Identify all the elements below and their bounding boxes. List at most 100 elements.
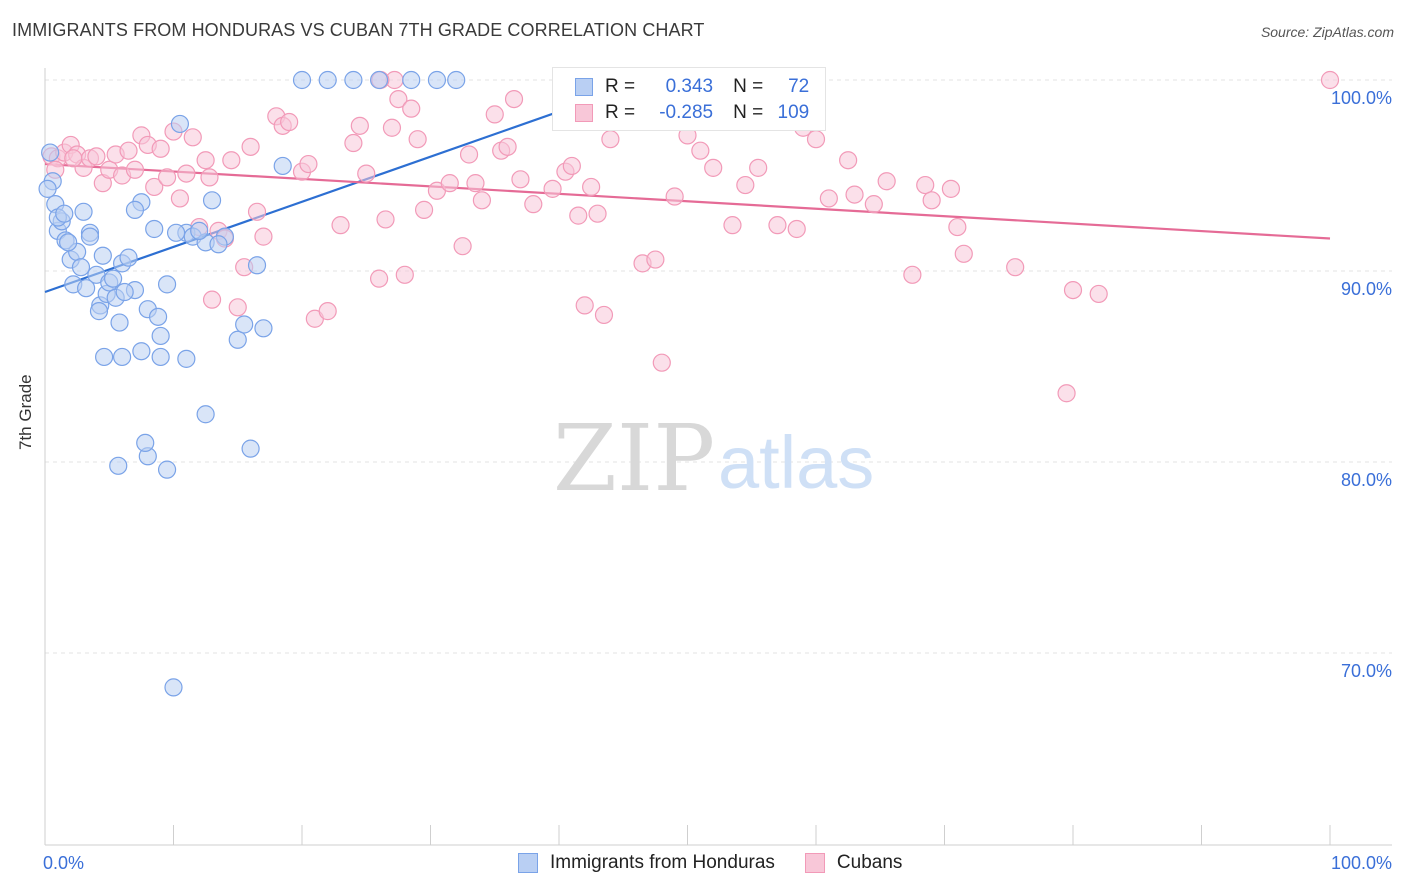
point-honduras — [80, 227, 100, 246]
point-cubans — [247, 202, 267, 221]
legend-n-value: 72 — [788, 76, 810, 97]
point-honduras — [177, 349, 196, 368]
point-cubans — [723, 216, 742, 235]
legend-r-value: 0.343 — [665, 76, 714, 97]
stats-legend: R = 0.343 N = 72 R = -0.285 N = 109 — [552, 67, 826, 131]
tick-labels: 100.0% 90.0% 80.0% 70.0% 0.0% 100.0% — [43, 88, 1392, 873]
point-honduras — [119, 248, 138, 267]
point-cubans — [485, 105, 504, 124]
point-honduras — [89, 302, 109, 321]
point-cubans — [145, 177, 164, 197]
point-cubans — [170, 189, 190, 208]
watermark-zip: ZIP — [553, 405, 715, 512]
chart-source: Source: ZipAtlas.com — [1260, 24, 1394, 40]
x-tick-label: 0.0% — [43, 853, 84, 873]
trend-line-honduras — [44, 78, 650, 294]
point-cubans — [382, 118, 402, 137]
point-cubans — [588, 204, 607, 223]
legend-n-value: 109 — [777, 102, 810, 123]
point-cubans — [916, 175, 935, 195]
point-cubans — [839, 151, 858, 170]
point-cubans — [177, 164, 196, 183]
legend-r-label: R = — [605, 102, 636, 123]
series-legend-cubans[interactable]: Cubans — [804, 852, 902, 874]
point-honduras — [447, 70, 466, 90]
point-cubans — [575, 296, 594, 315]
point-cubans — [562, 156, 581, 176]
point-honduras — [157, 460, 177, 479]
y-axis-label: 7th Grade — [16, 374, 35, 450]
point-cubans — [787, 219, 806, 239]
point-cubans — [646, 250, 665, 269]
series-legend-honduras[interactable]: Immigrants from Honduras — [518, 852, 775, 874]
point-cubans — [331, 216, 350, 235]
point-cubans — [877, 172, 896, 191]
point-cubans — [350, 116, 369, 135]
point-cubans — [665, 187, 684, 206]
legend-swatch-honduras — [575, 78, 593, 96]
point-cubans — [241, 137, 260, 156]
point-cubans — [1063, 281, 1083, 300]
point-cubans — [64, 149, 83, 168]
point-cubans — [819, 189, 838, 208]
point-honduras — [241, 439, 260, 458]
legend-r-value: -0.285 — [659, 102, 714, 123]
point-cubans — [280, 112, 299, 132]
point-honduras — [196, 405, 215, 424]
point-honduras — [104, 269, 123, 288]
legend-row-cubans: R = -0.285 N = 109 — [575, 101, 809, 125]
point-cubans — [151, 139, 170, 158]
point-cubans — [200, 168, 219, 187]
point-honduras — [209, 235, 228, 254]
point-cubans — [395, 265, 414, 284]
point-honduras — [38, 179, 57, 198]
point-cubans — [1320, 70, 1340, 90]
y-tick-label: 80.0% — [1341, 470, 1392, 490]
point-honduras — [202, 191, 222, 210]
point-honduras — [151, 347, 170, 367]
point-cubans — [376, 210, 395, 229]
point-cubans — [157, 168, 177, 187]
point-honduras — [235, 315, 254, 334]
point-cubans — [749, 158, 768, 177]
point-honduras — [402, 70, 421, 90]
point-honduras — [148, 307, 168, 326]
point-honduras — [125, 200, 145, 219]
watermark: ZIP atlas — [553, 405, 874, 512]
watermark-atlas: atlas — [718, 421, 874, 504]
point-cubans — [196, 151, 215, 170]
point-cubans — [453, 237, 472, 256]
point-cubans — [344, 133, 363, 153]
point-cubans — [1089, 284, 1108, 304]
point-cubans — [569, 206, 588, 225]
point-cubans — [806, 130, 826, 149]
point-honduras — [77, 279, 96, 298]
point-cubans — [768, 216, 787, 235]
point-cubans — [389, 89, 408, 109]
point-honduras — [190, 221, 209, 240]
series-legend: Immigrants from Honduras Cubans — [518, 852, 932, 874]
point-honduras — [292, 70, 312, 90]
legend-n-label: N = — [733, 76, 764, 97]
point-cubans — [125, 160, 145, 179]
point-cubans — [582, 177, 601, 197]
point-cubans — [543, 179, 562, 198]
point-honduras — [151, 326, 170, 346]
point-cubans — [472, 191, 491, 210]
point-honduras — [132, 342, 151, 361]
point-honduras — [273, 156, 292, 176]
point-cubans — [119, 141, 138, 160]
point-honduras — [110, 313, 129, 332]
point-honduras — [115, 282, 134, 302]
point-honduras — [170, 114, 190, 134]
point-honduras — [71, 258, 91, 277]
point-honduras — [370, 70, 389, 90]
point-cubans — [1006, 258, 1025, 277]
point-cubans — [228, 298, 247, 317]
point-honduras — [74, 202, 93, 221]
axes — [44, 68, 1392, 846]
point-cubans — [941, 179, 961, 198]
point-cubans — [601, 130, 620, 149]
legend-swatch-cubans — [575, 104, 593, 122]
point-cubans — [691, 141, 710, 160]
